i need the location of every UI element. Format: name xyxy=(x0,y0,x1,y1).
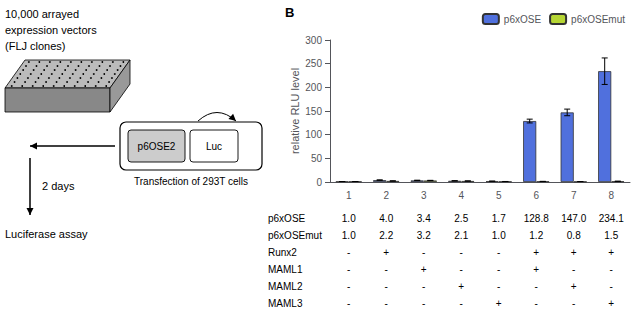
svg-text:-: - xyxy=(497,264,500,275)
svg-text:-: - xyxy=(422,247,425,258)
svg-text:+: + xyxy=(608,247,614,258)
svg-text:+: + xyxy=(571,281,577,292)
svg-text:-: - xyxy=(460,298,463,309)
svg-text:MAML2: MAML2 xyxy=(268,281,303,292)
svg-text:2 days: 2 days xyxy=(42,180,75,192)
svg-text:7: 7 xyxy=(571,190,577,201)
svg-text:1.7: 1.7 xyxy=(492,213,506,224)
svg-text:Luc: Luc xyxy=(206,141,222,152)
svg-text:-: - xyxy=(385,264,388,275)
svg-text:-: - xyxy=(347,264,350,275)
svg-text:300: 300 xyxy=(305,35,322,46)
svg-text:Transfection of 293T cells: Transfection of 293T cells xyxy=(134,176,248,187)
svg-text:5: 5 xyxy=(496,190,502,201)
svg-text:1.0: 1.0 xyxy=(342,230,356,241)
svg-text:-: - xyxy=(422,281,425,292)
svg-text:p6OSE2: p6OSE2 xyxy=(138,141,176,152)
svg-text:200: 200 xyxy=(305,82,322,93)
svg-text:3.4: 3.4 xyxy=(417,213,431,224)
svg-text:6: 6 xyxy=(533,190,539,201)
svg-text:-: - xyxy=(347,298,350,309)
svg-text:1.2: 1.2 xyxy=(529,230,543,241)
svg-text:1: 1 xyxy=(346,190,352,201)
svg-text:3.2: 3.2 xyxy=(417,230,431,241)
svg-text:-: - xyxy=(535,298,538,309)
svg-text:+: + xyxy=(383,247,389,258)
svg-text:Runx2: Runx2 xyxy=(268,247,297,258)
svg-text:p6xOSEmut: p6xOSEmut xyxy=(268,230,322,241)
svg-text:-: - xyxy=(460,264,463,275)
svg-text:150: 150 xyxy=(305,106,322,117)
svg-text:0: 0 xyxy=(316,177,322,188)
svg-text:50: 50 xyxy=(311,153,323,164)
svg-text:+: + xyxy=(533,264,539,275)
svg-text:1.5: 1.5 xyxy=(604,230,618,241)
svg-text:234.1: 234.1 xyxy=(599,213,624,224)
svg-text:2.5: 2.5 xyxy=(454,213,468,224)
svg-text:+: + xyxy=(608,298,614,309)
svg-text:+: + xyxy=(533,247,539,258)
svg-text:-: - xyxy=(347,247,350,258)
svg-text:-: - xyxy=(460,247,463,258)
svg-text:3: 3 xyxy=(421,190,427,201)
svg-text:-: - xyxy=(497,281,500,292)
svg-text:-: - xyxy=(497,247,500,258)
svg-text:(FLJ clones): (FLJ clones) xyxy=(5,40,66,52)
svg-text:-: - xyxy=(535,281,538,292)
svg-text:1.0: 1.0 xyxy=(492,230,506,241)
svg-text:250: 250 xyxy=(305,58,322,69)
svg-text:MAML1: MAML1 xyxy=(268,264,303,275)
svg-text:-: - xyxy=(572,264,575,275)
svg-text:relative RLU level: relative RLU level xyxy=(289,68,301,154)
svg-text:Luciferase assay: Luciferase assay xyxy=(5,228,88,240)
svg-text:8: 8 xyxy=(608,190,614,201)
svg-text:-: - xyxy=(572,298,575,309)
svg-text:+: + xyxy=(496,298,502,309)
svg-text:-: - xyxy=(610,281,613,292)
svg-text:2.2: 2.2 xyxy=(379,230,393,241)
svg-text:4.0: 4.0 xyxy=(379,213,393,224)
svg-text:1.0: 1.0 xyxy=(342,213,356,224)
svg-text:+: + xyxy=(458,281,464,292)
svg-text:2: 2 xyxy=(383,190,389,201)
svg-text:4: 4 xyxy=(458,190,464,201)
svg-text:MAML3: MAML3 xyxy=(268,298,303,309)
svg-text:+: + xyxy=(571,247,577,258)
svg-text:p6xOSE: p6xOSE xyxy=(504,14,542,25)
svg-text:100: 100 xyxy=(305,129,322,140)
svg-text:B: B xyxy=(285,5,294,20)
svg-text:-: - xyxy=(422,298,425,309)
svg-text:p6xOSEmut: p6xOSEmut xyxy=(571,14,625,25)
svg-text:10,000 arrayed: 10,000 arrayed xyxy=(5,8,79,20)
svg-text:2.1: 2.1 xyxy=(454,230,468,241)
svg-text:147.0: 147.0 xyxy=(561,213,586,224)
svg-text:-: - xyxy=(347,281,350,292)
svg-text:0.8: 0.8 xyxy=(567,230,581,241)
svg-text:+: + xyxy=(421,264,427,275)
svg-text:p6xOSE: p6xOSE xyxy=(268,213,306,224)
svg-text:-: - xyxy=(385,298,388,309)
svg-text:expression vectors: expression vectors xyxy=(5,24,97,36)
svg-text:-: - xyxy=(385,281,388,292)
svg-text:-: - xyxy=(610,264,613,275)
svg-text:128.8: 128.8 xyxy=(524,213,549,224)
